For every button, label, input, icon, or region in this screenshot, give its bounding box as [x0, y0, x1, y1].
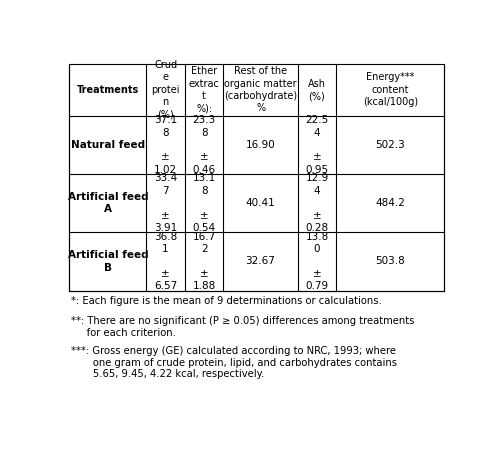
Text: 22.5
4

±
0.95: 22.5 4 ± 0.95 — [306, 115, 328, 175]
Text: Treatments: Treatments — [77, 85, 139, 95]
Text: *: Each figure is the mean of 9 determinations or calculations.: *: Each figure is the mean of 9 determin… — [72, 296, 382, 306]
Text: 503.8: 503.8 — [376, 256, 405, 267]
Text: Energy***
content
(kcal/100g): Energy*** content (kcal/100g) — [362, 72, 418, 107]
Text: Crud
e
protei
n
(%): Crud e protei n (%) — [152, 60, 180, 120]
Text: 13.1
8

±
0.54: 13.1 8 ± 0.54 — [192, 174, 216, 233]
Text: 502.3: 502.3 — [376, 140, 405, 150]
Text: ***: Gross energy (GE) calculated according to NRC, 1993; where
       one gram : ***: Gross energy (GE) calculated accord… — [72, 346, 398, 380]
Bar — [70, 64, 444, 290]
Text: 23.3
8

±
0.46: 23.3 8 ± 0.46 — [192, 115, 216, 175]
Text: Ether
extrac
t
%):: Ether extrac t %): — [188, 66, 220, 114]
Text: **: There are no significant (P ≥ 0.05) differences among treatments
     for ea: **: There are no significant (P ≥ 0.05) … — [72, 316, 415, 338]
Text: Ash
(%): Ash (%) — [308, 79, 326, 101]
Text: 33.4
7

±
3.91: 33.4 7 ± 3.91 — [154, 174, 177, 233]
Text: 36.8
1

±
6.57: 36.8 1 ± 6.57 — [154, 232, 177, 291]
Text: 40.41: 40.41 — [246, 198, 276, 208]
Text: Artificial feed
A: Artificial feed A — [68, 192, 148, 214]
Text: 32.67: 32.67 — [246, 256, 276, 267]
Text: 37.1
8

±
1.02: 37.1 8 ± 1.02 — [154, 115, 177, 175]
Text: 12.9
4

±
0.28: 12.9 4 ± 0.28 — [306, 174, 328, 233]
Text: Rest of the
organic matter
(carbohydrate)
%: Rest of the organic matter (carbohydrate… — [224, 66, 297, 114]
Text: 484.2: 484.2 — [376, 198, 405, 208]
Text: Artificial feed
B: Artificial feed B — [68, 250, 148, 273]
Text: 16.90: 16.90 — [246, 140, 276, 150]
Text: Natural feed: Natural feed — [71, 140, 145, 150]
Text: 13.8
0

±
0.79: 13.8 0 ± 0.79 — [306, 232, 328, 291]
Text: 16.7
2

±
1.88: 16.7 2 ± 1.88 — [192, 232, 216, 291]
